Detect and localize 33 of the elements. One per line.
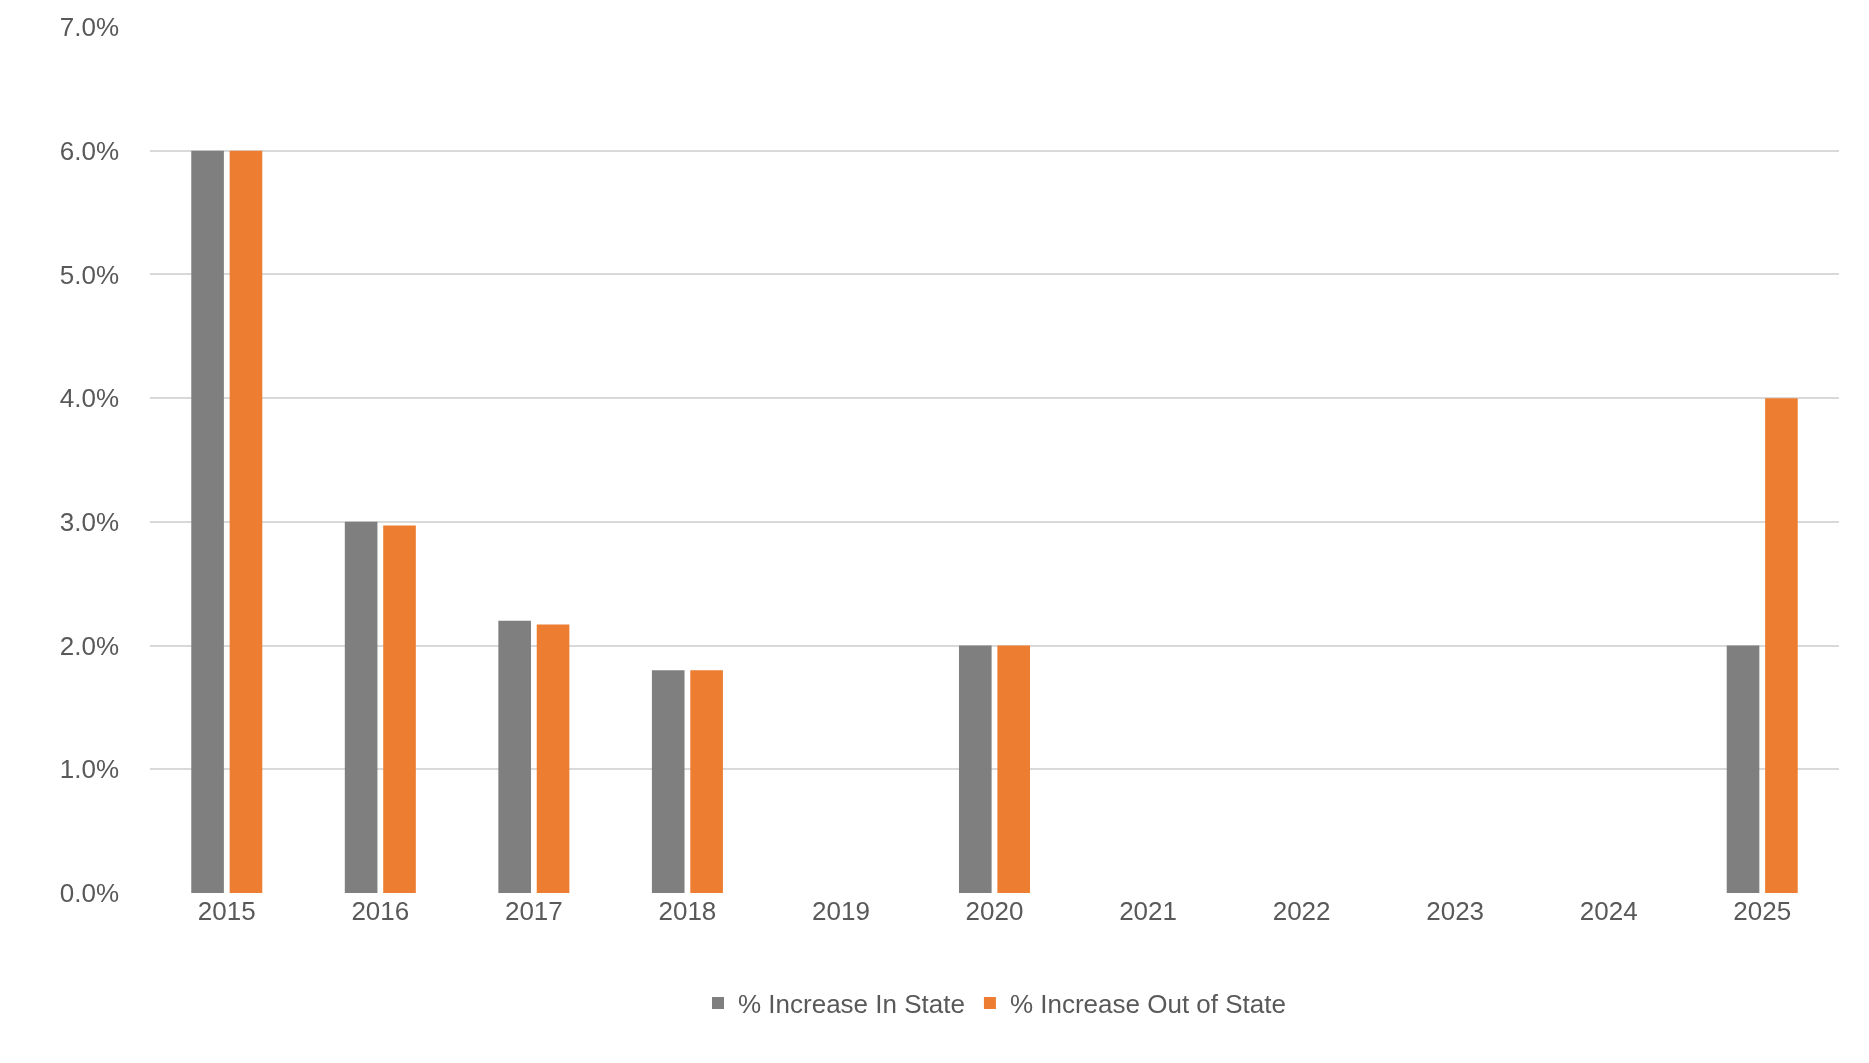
x-tick-label: 2024 xyxy=(1579,896,1638,926)
bar xyxy=(229,150,263,893)
y-tick-label: 5.0% xyxy=(59,259,119,290)
bar xyxy=(690,670,723,893)
bar xyxy=(191,150,224,893)
y-tick-label: 4.0% xyxy=(59,383,119,414)
bar xyxy=(958,645,992,893)
y-tick-label: 7.0% xyxy=(59,12,119,43)
y-tick-label: 6.0% xyxy=(59,135,119,166)
x-tick-label: 2016 xyxy=(351,896,410,926)
x-tick-label: 2022 xyxy=(1272,896,1331,926)
x-tick-label: 2023 xyxy=(1426,896,1485,926)
x-tick-label: 2018 xyxy=(658,896,717,926)
bar xyxy=(651,670,685,893)
y-tick-label: 3.0% xyxy=(59,506,119,537)
x-tick-label: 2019 xyxy=(812,896,870,926)
y-tick-label: 2.0% xyxy=(59,630,119,661)
y-tick-label: 0.0% xyxy=(59,878,119,909)
x-tick-label: 2021 xyxy=(1119,896,1177,926)
x-tick-label: 2017 xyxy=(504,896,563,926)
x-tick-label: 2015 xyxy=(197,896,256,926)
legend-label: % Increase In State xyxy=(738,989,965,1020)
bar xyxy=(344,521,378,893)
bar xyxy=(1726,645,1760,893)
bar xyxy=(997,645,1031,893)
legend-label: % Increase Out of State xyxy=(1009,989,1286,1020)
bar xyxy=(1765,398,1798,893)
x-tick-label: 2025 xyxy=(1733,896,1792,926)
bar xyxy=(383,525,416,893)
bar xyxy=(536,624,570,893)
x-tick-label: 2020 xyxy=(965,896,1024,926)
bar xyxy=(498,620,531,893)
y-tick-label: 1.0% xyxy=(59,754,119,785)
